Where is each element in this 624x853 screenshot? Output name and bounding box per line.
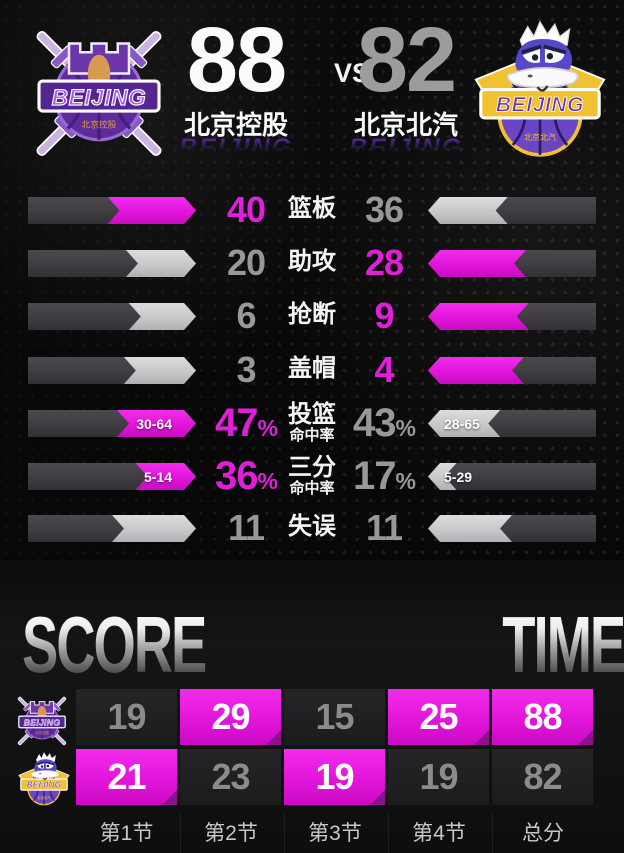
quarter-column-label: 第3节 — [284, 813, 385, 853]
stat-row-2: 20 助攻 28 — [0, 243, 624, 305]
away-stat-value: 43% — [353, 401, 416, 445]
bar-fill — [112, 515, 196, 542]
bar-fill — [428, 197, 508, 224]
home-team-logo-small — [11, 691, 73, 749]
quarter-column-label: 第1节 — [99, 822, 154, 845]
quarter-score-table: 19 29 15 25 88 21 23 19 19 82 第1节 第2节 第3节 第4节 总分 — [76, 689, 593, 853]
score-cell: 25 — [388, 689, 489, 745]
away-stat-detail: 5-29 — [444, 468, 473, 485]
home-stat-detail: 30-64 — [136, 415, 172, 432]
home-team-logo — [24, 16, 174, 166]
quarter-column-label: 总分 — [492, 813, 593, 853]
stat-label: 抢断 — [288, 301, 336, 328]
vs-label: VS — [333, 58, 371, 88]
home-team-latin-name: BEIJING — [178, 134, 294, 151]
home-team-name: 北京控股 — [183, 110, 288, 140]
home-stat-value: 36% — [215, 454, 278, 498]
away-quarter-row: 21 23 19 19 82 — [76, 749, 593, 805]
home-stat-bar — [28, 515, 196, 542]
stat-label: 三分 命中率 — [288, 454, 336, 497]
stat-row-6: 5-14 36% 三分 命中率 17% 5-29 — [0, 455, 624, 518]
bar-fill — [428, 515, 512, 542]
score-cell: 88 — [492, 689, 593, 745]
away-stat-bar: 28-65 — [428, 410, 596, 437]
stat-row-7: 11 失误 11 — [0, 508, 624, 570]
home-stat-value: 6 — [236, 295, 256, 336]
home-stat-bar — [28, 250, 196, 277]
score-cell: 19 — [76, 689, 177, 745]
away-stat-bar — [428, 197, 596, 224]
home-stat-bar — [28, 303, 196, 330]
stat-label: 盖帽 — [288, 355, 336, 382]
away-team-logo — [466, 14, 614, 170]
home-stat-value: 3 — [236, 349, 256, 390]
away-stat-value: 28 — [364, 242, 404, 283]
away-stat-value: 11 — [365, 507, 403, 548]
time-title: TIME — [502, 600, 624, 689]
away-stat-bar — [428, 303, 596, 330]
away-stat-bar — [428, 357, 596, 384]
bar-fill — [108, 197, 196, 224]
score-cell: 29 — [180, 689, 281, 745]
quarter-column-labels: 第1节 第2节 第3节 第4节 总分 — [76, 813, 593, 853]
stat-label: 投篮 命中率 — [288, 401, 336, 444]
home-stat-bar: 5-14 — [28, 463, 196, 490]
quarter-score-section: SCORE TIME 19 29 15 25 88 21 23 19 19 82 第1节 第2节第… — [0, 560, 624, 853]
bar-fill — [428, 410, 500, 437]
home-team-score: 88 — [186, 9, 287, 111]
score-cell: 19 — [388, 749, 489, 805]
score-title: SCORE — [22, 600, 207, 689]
quarter-column-label: 第4节 — [388, 813, 489, 853]
bar-fill — [428, 250, 526, 277]
away-stat-value: 36 — [364, 189, 404, 230]
home-stat-value: 20 — [226, 242, 266, 283]
away-team-score: 82 — [356, 9, 457, 111]
stat-label: 篮板 — [288, 195, 336, 222]
stat-row-4: 3 盖帽 4 — [0, 350, 624, 412]
home-stat-value: 40 — [226, 189, 266, 230]
stat-label: 失误 — [288, 513, 336, 540]
bar-fill — [124, 357, 196, 384]
away-stat-value: 17% — [353, 454, 416, 498]
away-stat-value: 4 — [374, 349, 394, 390]
home-stat-bar — [28, 197, 196, 224]
home-stat-bar: 30-64 — [28, 410, 196, 437]
away-stat-bar — [428, 250, 596, 277]
bar-track — [428, 463, 596, 490]
bar-fill — [428, 357, 524, 384]
stat-row-1: 40 篮板 36 — [0, 190, 624, 252]
score-cell: 82 — [492, 749, 593, 805]
stat-row-3: 6 抢断 9 — [0, 296, 624, 358]
away-team-name: 北京北汽 — [353, 110, 458, 140]
quarter-column-label: 第2节 — [180, 813, 281, 853]
home-stat-bar — [28, 357, 196, 384]
home-stat-value: 47% — [215, 401, 278, 445]
score-cell: 23 — [180, 749, 281, 805]
away-team-latin-name: BEIJING — [348, 134, 464, 151]
away-stat-bar — [428, 515, 596, 542]
score-cell: 19 — [284, 749, 385, 805]
home-quarter-row: 19 29 15 25 88 — [76, 689, 593, 745]
home-stat-value: 11 — [227, 507, 265, 548]
score-cell: 15 — [284, 689, 385, 745]
bar-fill — [428, 303, 529, 330]
away-stat-value: 9 — [374, 295, 394, 336]
stat-row-5: 30-64 47% 投篮 命中率 43% 28-65 — [0, 402, 624, 465]
bar-fill — [117, 410, 196, 437]
score-cell: 21 — [76, 749, 177, 805]
home-stat-detail: 5-14 — [143, 468, 172, 485]
away-team-logo-small — [13, 751, 75, 809]
away-stat-bar: 5-29 — [428, 463, 596, 490]
stat-label: 助攻 — [288, 248, 336, 275]
away-stat-detail: 28-65 — [444, 415, 480, 432]
